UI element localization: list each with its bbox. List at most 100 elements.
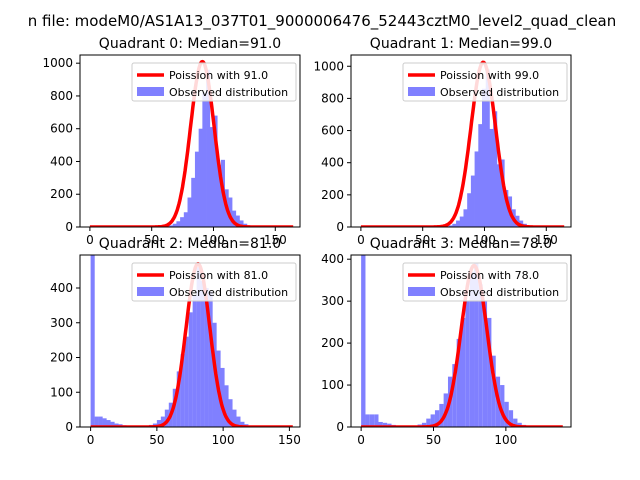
histogram-bar bbox=[470, 175, 475, 227]
histogram-bar bbox=[504, 401, 509, 427]
histogram-bar bbox=[156, 420, 161, 427]
y-tick-label: 200 bbox=[50, 351, 73, 365]
x-tick-label: 100 bbox=[212, 433, 235, 447]
histogram-bar bbox=[192, 294, 197, 427]
histogram-bar bbox=[467, 193, 472, 227]
panel-0: 0 50 100 150 0 200 400 600 800 1000 Quadrant 0: Me… bbox=[42, 36, 301, 247]
histogram-bar bbox=[456, 220, 461, 227]
axes-frame bbox=[350, 254, 572, 428]
histogram-bar bbox=[374, 414, 379, 427]
histogram-bar bbox=[232, 409, 237, 427]
y-tick-label: 0 bbox=[336, 420, 344, 434]
histogram-bar bbox=[110, 421, 115, 427]
histogram-bar bbox=[474, 263, 479, 427]
histogram-bar bbox=[508, 410, 514, 427]
axes-frame bbox=[79, 54, 301, 228]
histogram-bar bbox=[198, 128, 203, 227]
histogram-bar bbox=[456, 338, 461, 427]
legend-poisson-label: Poission with 91.0 bbox=[169, 69, 268, 82]
x-tick-label: 50 bbox=[426, 433, 441, 447]
y-tick-label: 400 bbox=[321, 252, 344, 266]
histogram-bar bbox=[213, 115, 218, 227]
histogram-bar bbox=[102, 418, 107, 427]
legend-observed-swatch bbox=[137, 287, 164, 296]
legend-poisson-label: Poission with 81.0 bbox=[169, 269, 268, 282]
y-tick-label: 800 bbox=[321, 91, 344, 105]
y-tick-label: 600 bbox=[321, 124, 344, 138]
x-tick-label: 100 bbox=[494, 433, 517, 447]
y-tick-label: 200 bbox=[321, 188, 344, 202]
x-tick-label: 50 bbox=[144, 233, 159, 247]
x-tick-label: 0 bbox=[357, 233, 365, 247]
histogram-bar bbox=[202, 92, 207, 227]
histogram-bar bbox=[180, 217, 185, 227]
histogram-bar bbox=[361, 255, 366, 427]
x-tick-label: 150 bbox=[278, 433, 301, 447]
histogram-bar bbox=[188, 312, 193, 427]
histogram-bar bbox=[160, 416, 165, 427]
x-tick-label: 150 bbox=[535, 233, 558, 247]
histogram-bar bbox=[236, 416, 241, 427]
legend: Poission with 78.0 Observed distribution bbox=[402, 262, 568, 302]
histogram-bar bbox=[421, 422, 427, 427]
histogram-bar bbox=[452, 364, 457, 427]
y-tick-label: 400 bbox=[50, 154, 73, 168]
histogram-bar bbox=[493, 111, 498, 227]
legend-box bbox=[402, 62, 568, 102]
histogram-bar bbox=[220, 367, 225, 427]
poisson-curve bbox=[89, 59, 295, 227]
poisson-curve bbox=[360, 263, 564, 427]
histogram-bar bbox=[378, 421, 383, 427]
histogram-bar bbox=[228, 197, 233, 227]
histogram-bar bbox=[239, 220, 244, 227]
histogram-bar bbox=[459, 216, 464, 227]
histogram-bar bbox=[183, 212, 188, 227]
histogram-bar bbox=[217, 164, 222, 227]
x-tick-label: 150 bbox=[264, 233, 287, 247]
histogram-bar bbox=[94, 416, 99, 427]
legend-observed-swatch bbox=[408, 87, 435, 96]
y-tick-label: 0 bbox=[336, 220, 344, 234]
legend-box bbox=[131, 262, 297, 302]
histogram-bar bbox=[235, 215, 240, 227]
legend-observed-label: Observed distribution bbox=[169, 286, 288, 299]
x-tick-label: 50 bbox=[415, 233, 430, 247]
x-tick-label: 100 bbox=[473, 233, 496, 247]
histogram-bar bbox=[187, 197, 192, 227]
y-tick-label: 0 bbox=[65, 420, 73, 434]
panel-title: Quadrant 0: Median=91.0 bbox=[99, 36, 281, 52]
histogram-bar bbox=[430, 414, 435, 427]
histogram-bar bbox=[463, 209, 468, 227]
histogram-bar bbox=[478, 124, 483, 227]
histogram-bar bbox=[196, 267, 201, 427]
histogram-bar bbox=[194, 151, 200, 227]
histogram-bar bbox=[500, 159, 505, 227]
histogram-bar bbox=[482, 301, 488, 427]
histogram-bar bbox=[365, 414, 370, 427]
histogram-bar bbox=[465, 301, 470, 427]
legend: Poission with 81.0 Observed distribution bbox=[131, 262, 297, 302]
y-tick-label: 300 bbox=[50, 316, 73, 330]
histogram-bar bbox=[500, 385, 505, 427]
histogram-bar bbox=[369, 414, 375, 427]
axes-frame bbox=[79, 254, 301, 428]
panel-1: 0 50 100 150 0 200 400 600 800 1000 Quadrant 1: Me… bbox=[313, 36, 572, 247]
histogram-bar bbox=[485, 69, 490, 227]
y-tick-label: 0 bbox=[65, 220, 73, 234]
y-tick-label: 800 bbox=[50, 89, 73, 103]
histogram-bar bbox=[106, 420, 111, 427]
histogram-bar bbox=[208, 291, 213, 427]
histogram-bar bbox=[448, 225, 453, 227]
y-tick-label: 600 bbox=[50, 122, 73, 136]
panel-title: Quadrant 2: Median=81.0 bbox=[99, 236, 281, 252]
y-tick-label: 400 bbox=[50, 281, 73, 295]
histogram-bar bbox=[513, 418, 518, 427]
histogram-bar bbox=[452, 223, 457, 227]
legend-observed-label: Observed distribution bbox=[169, 86, 288, 99]
histogram-bar bbox=[382, 422, 388, 427]
plot-area bbox=[89, 59, 295, 227]
histogram-bar bbox=[200, 281, 205, 427]
histogram-bar bbox=[426, 418, 431, 427]
histogram-bar bbox=[504, 190, 509, 227]
panel-title: Quadrant 1: Median=99.0 bbox=[370, 36, 552, 52]
